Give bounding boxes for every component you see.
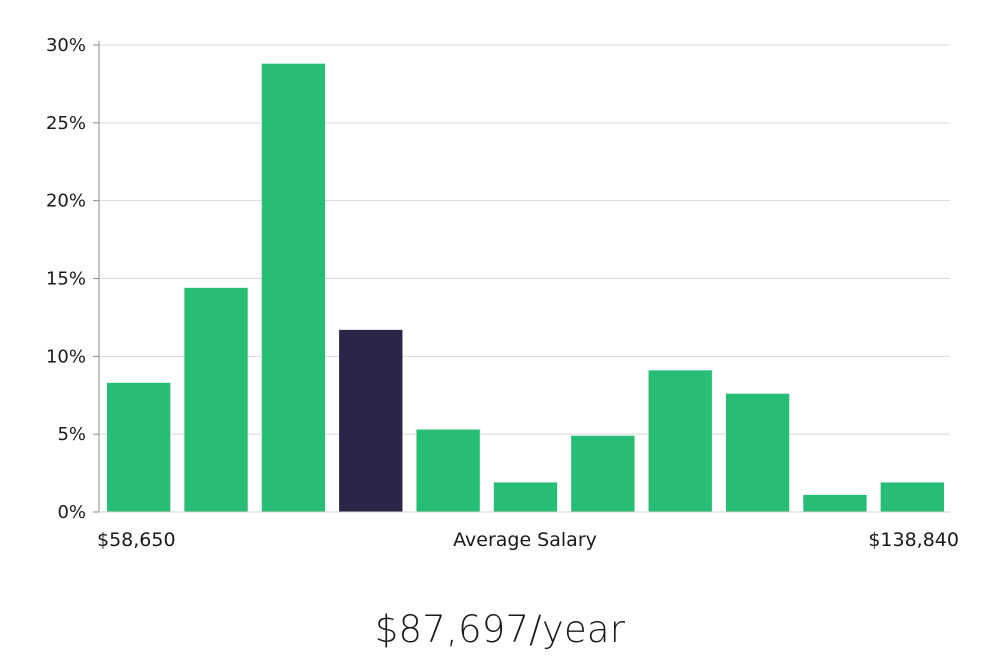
bar[interactable] [880,482,944,512]
y-tick-label: 5% [57,424,86,445]
salary-histogram: 0% 5% 10% 15% 20% 25% 30% $58,650 Average Sala… [46,35,959,551]
bar[interactable] [803,494,867,512]
bar[interactable] [107,382,171,512]
x-min-label: $58,650 [97,529,176,551]
bar[interactable] [648,370,712,512]
y-tick-label: 30% [46,35,86,56]
bar[interactable] [571,435,635,512]
x-max-label: $138,840 [868,529,959,551]
bar[interactable] [184,287,248,512]
bar-highlighted[interactable] [339,329,403,512]
average-salary-value: $87,697/year [374,608,626,651]
chart-canvas: 0% 5% 10% 15% 20% 25% 30% [46,35,950,523]
bar[interactable] [261,63,326,513]
y-tick-label: 0% [57,502,86,523]
y-tick-label: 15% [46,269,86,290]
x-axis-title: Average Salary [453,529,597,551]
y-tick-label: 20% [46,191,86,212]
y-tick-label: 25% [46,113,86,134]
y-tick-label: 10% [46,346,86,367]
bar[interactable] [493,482,558,512]
bar[interactable] [725,393,790,512]
bar[interactable] [416,429,480,512]
